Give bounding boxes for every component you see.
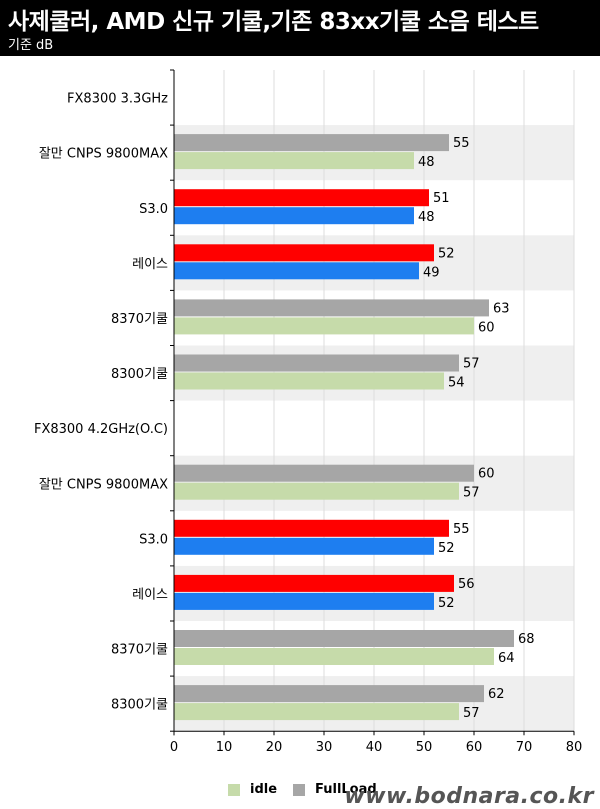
bar-fullload (174, 630, 514, 647)
category-label: 8300기쿨 (111, 367, 168, 382)
bar-idle (174, 592, 434, 610)
value-label-idle: 52 (438, 596, 455, 611)
category-label: S3.0 (139, 532, 168, 547)
bar-fullload (174, 354, 459, 372)
bar-idle (174, 317, 474, 335)
x-tick-label: 0 (170, 740, 178, 755)
category-label: 8300기쿨 (111, 698, 168, 713)
bar-idle (174, 703, 459, 721)
legend-swatch-idle (228, 784, 240, 796)
legend-label-idle: idle (250, 782, 278, 797)
value-label-fullload: 52 (438, 246, 455, 261)
chart-legend: idle FullLoad (0, 780, 600, 802)
value-label-idle: 48 (418, 210, 435, 225)
chart-subtitle: 기준 dB (8, 38, 54, 53)
category-label: FX8300 4.2GHz(O.C) (34, 422, 168, 437)
bar-fullload (174, 134, 449, 152)
value-label-fullload: 55 (453, 136, 470, 151)
value-label-idle: 57 (463, 706, 480, 721)
bar-idle (174, 262, 419, 280)
bar-idle (174, 648, 494, 665)
value-label-fullload: 51 (433, 191, 450, 206)
value-label-fullload: 68 (518, 632, 535, 647)
value-label-fullload: 55 (453, 522, 470, 537)
bar-fullload (174, 685, 484, 703)
bar-idle (174, 372, 444, 390)
x-tick-label: 70 (516, 740, 533, 755)
x-tick-label: 50 (416, 740, 433, 755)
category-label: 8370기쿨 (111, 312, 168, 327)
category-label: 8370기쿨 (111, 643, 168, 658)
bar-idle (174, 207, 414, 225)
bar-idle (174, 152, 414, 170)
watermark: www.bodnara.co.kr (344, 784, 594, 809)
category-label: 레이스 (132, 587, 168, 602)
x-tick-label: 10 (216, 740, 233, 755)
bar-fullload (174, 299, 489, 317)
x-tick-label: 40 (366, 740, 383, 755)
category-label: FX8300 3.3GHz (67, 92, 168, 107)
value-label-idle: 48 (418, 155, 435, 170)
value-label-idle: 60 (478, 320, 495, 335)
value-label-fullload: 63 (493, 301, 510, 316)
category-label: 잘만 CNPS 9800MAX (39, 147, 168, 162)
value-label-idle: 49 (423, 265, 440, 280)
bar-chart: FX8300 3.3GHz 잘만 CNPS 9800MAX 55 48 S3.0 51 48… (34, 69, 583, 755)
chart-title: 사제쿨러, AMD 신규 기쿨,기존 83xx기쿨 소음 테스트 (8, 9, 539, 35)
value-label-fullload: 60 (478, 467, 495, 482)
value-label-fullload: 56 (458, 577, 475, 592)
value-label-fullload: 57 (463, 357, 480, 372)
value-label-idle: 64 (498, 651, 515, 666)
x-tick-label: 20 (266, 740, 283, 755)
category-label: S3.0 (139, 202, 168, 217)
legend-label-fullload: FullLoad (315, 782, 377, 797)
bar-fullload (174, 244, 434, 262)
x-tick-label: 60 (466, 740, 483, 755)
value-label-idle: 52 (438, 541, 455, 556)
value-label-idle: 57 (463, 486, 480, 501)
bar-fullload (174, 574, 454, 592)
category-label: 잘만 CNPS 9800MAX (39, 477, 168, 492)
bar-idle (174, 537, 434, 555)
x-tick-label: 30 (316, 740, 333, 755)
legend-swatch-fullload (293, 784, 305, 796)
bar-fullload (174, 519, 449, 537)
chart-header: 사제쿨러, AMD 신규 기쿨,기존 83xx기쿨 소음 테스트 기준 dB (0, 0, 600, 56)
bar-idle (174, 482, 459, 500)
bar-fullload (174, 189, 429, 207)
value-label-idle: 54 (448, 376, 465, 391)
category-label: 레이스 (132, 257, 168, 272)
bar-fullload (174, 464, 474, 482)
x-tick-label: 80 (566, 740, 583, 755)
value-label-fullload: 62 (488, 687, 505, 702)
